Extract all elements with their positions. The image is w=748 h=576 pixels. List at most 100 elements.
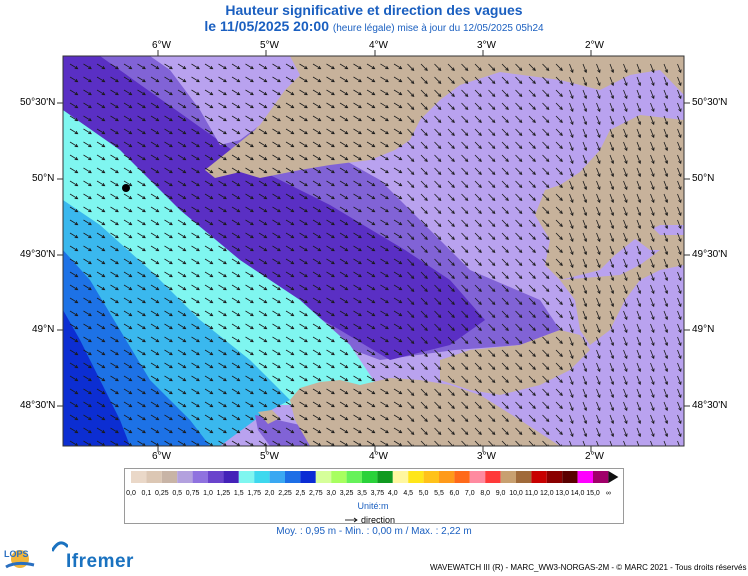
- direction-arrow: [69, 388, 79, 395]
- lat-label-right-49: 49°N: [692, 324, 715, 335]
- direction-arrow: [123, 323, 133, 330]
- direction-arrow: [245, 427, 254, 434]
- direction-arrow: [515, 141, 523, 150]
- direction-arrow: [636, 76, 642, 87]
- direction-arrow: [245, 245, 254, 252]
- direction-arrow: [582, 193, 588, 204]
- direction-arrow: [285, 414, 295, 421]
- direction-arrow: [177, 323, 187, 330]
- direction-arrow: [299, 362, 308, 369]
- map-title: Hauteur significative et direction des v…: [225, 2, 523, 18]
- direction-arrow: [191, 362, 200, 369]
- direction-arrow: [528, 180, 536, 189]
- direction-arrow: [96, 193, 106, 200]
- direction-arrow: [569, 232, 574, 243]
- direction-arrow: [650, 167, 655, 178]
- direction-arrow: [528, 349, 536, 358]
- direction-arrow: [83, 102, 92, 109]
- direction-arrow: [110, 271, 119, 278]
- direction-arrow: [69, 232, 79, 239]
- direction-arrow: [312, 401, 322, 408]
- direction-arrow: [231, 76, 241, 83]
- direction-arrow: [596, 102, 601, 113]
- direction-arrow: [582, 232, 588, 243]
- direction-arrow: [542, 63, 550, 72]
- direction-arrow: [407, 89, 415, 98]
- direction-arrow: [650, 362, 655, 373]
- legend-value-label: 0,5: [172, 490, 182, 497]
- direction-arrow: [299, 375, 308, 382]
- direction-arrow: [326, 362, 335, 369]
- direction-arrow: [677, 284, 682, 295]
- direction-arrow: [285, 76, 295, 83]
- direction-arrow: [420, 245, 428, 254]
- direction-arrow: [272, 427, 281, 434]
- direction-arrow: [339, 271, 349, 278]
- direction-arrow: [461, 193, 469, 202]
- direction-arrow: [393, 167, 403, 174]
- direction-arrow: [609, 128, 615, 139]
- direction-arrow: [204, 206, 214, 213]
- legend-swatch: [423, 471, 439, 483]
- direction-arrow: [461, 362, 469, 371]
- direction-arrow: [434, 193, 442, 202]
- legend-value-label: 1,0: [203, 490, 213, 497]
- direction-arrow: [164, 63, 173, 70]
- direction-arrow: [380, 349, 389, 356]
- direction-arrow: [339, 401, 349, 408]
- direction-arrow: [258, 349, 268, 356]
- direction-arrow: [326, 76, 335, 83]
- direction-arrow: [339, 362, 349, 369]
- direction-arrow: [501, 232, 509, 241]
- direction-arrow: [366, 63, 376, 70]
- direction-arrow: [596, 388, 601, 399]
- direction-arrow: [447, 284, 455, 293]
- direction-arrow: [110, 362, 119, 369]
- subtitle-note: (heure légale) mise à jour du 12/05/2025…: [332, 23, 544, 34]
- direction-arrow: [393, 219, 403, 226]
- direction-arrow: [177, 245, 187, 252]
- direction-arrow: [393, 336, 403, 343]
- direction-arrow: [596, 336, 601, 347]
- direction-arrow: [636, 232, 642, 243]
- lon-label-bottom-3w: 3°W: [477, 451, 496, 462]
- direction-arrow: [650, 310, 655, 321]
- direction-arrow: [407, 310, 415, 319]
- direction-arrow: [312, 310, 322, 317]
- direction-arrow: [609, 310, 615, 321]
- direction-arrow: [96, 167, 106, 174]
- direction-arrow: [123, 141, 133, 148]
- direction-arrow: [515, 297, 523, 306]
- direction-arrow: [150, 193, 160, 200]
- direction-arrow: [488, 76, 496, 85]
- direction-arrow: [137, 414, 146, 421]
- direction-arrow: [663, 349, 669, 360]
- direction-arrow: [164, 388, 173, 395]
- direction-arrow: [636, 154, 642, 165]
- direction-arrow: [258, 206, 268, 213]
- direction-arrow: [326, 128, 335, 135]
- direction-arrow: [677, 323, 682, 334]
- direction-arrow: [528, 284, 536, 293]
- direction-arrow: [191, 206, 200, 213]
- direction-arrow: [218, 63, 227, 70]
- legend-swatch: [593, 471, 609, 483]
- direction-arrow: [582, 336, 588, 347]
- lat-label-right-50-30: 50°30'N: [692, 97, 728, 108]
- direction-arrow: [110, 388, 119, 395]
- direction-arrow: [542, 388, 550, 397]
- legend-swatch: [408, 471, 424, 483]
- direction-arrow: [366, 401, 376, 408]
- direction-arrow: [258, 310, 268, 317]
- direction-arrow: [501, 388, 509, 397]
- direction-arrow: [123, 206, 133, 213]
- direction-arrow: [596, 271, 601, 282]
- direction-arrow: [461, 115, 469, 124]
- direction-arrow: [137, 154, 146, 161]
- direction-arrow: [83, 76, 92, 83]
- direction-arrow: [231, 427, 241, 434]
- direction-arrow: [623, 154, 628, 165]
- direction-arrow: [191, 76, 200, 83]
- direction-arrow: [326, 115, 335, 122]
- direction-arrow: [218, 336, 227, 343]
